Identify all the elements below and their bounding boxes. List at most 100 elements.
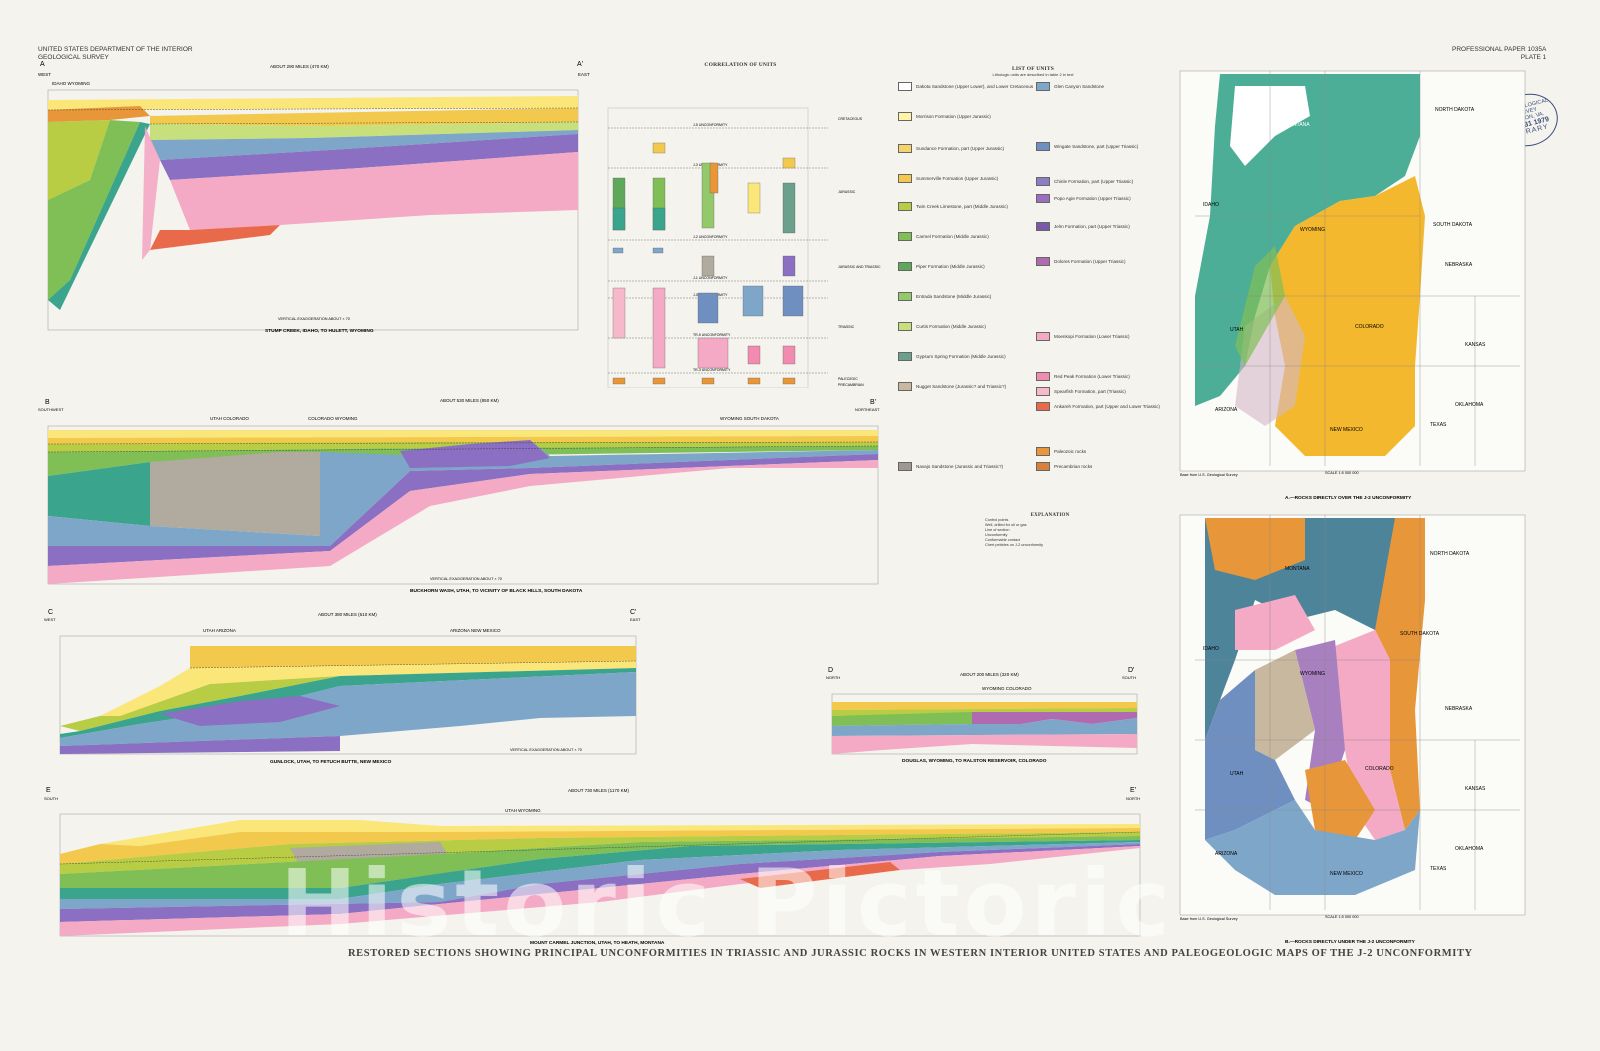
unit-label: Morrison Formation (Upper Jurassic): [916, 113, 991, 119]
section-e: E E' SOUTH NORTH ABOUT 730 MILES (1170 K…: [44, 787, 1140, 946]
unit-label: Moenkopi Formation (Lower Triassic): [1054, 333, 1130, 339]
unit-label: Dolores Formation (Upper Triassic): [1054, 258, 1126, 264]
corr-period-jur-tri: JURASSIC AND TRIASSIC: [838, 265, 881, 269]
map-lower-blue-sw: [1205, 670, 1295, 840]
unit-row: Dakota Sandstone (Upper Lower), and Lowe…: [898, 81, 1033, 91]
unit-label: Sundance Formation, part (Upper Jurassic…: [916, 145, 1005, 151]
corr-label-j5: J-5 UNCONFORMITY: [693, 123, 728, 127]
section-b-states-3: WYOMING SOUTH DAKOTA: [720, 416, 779, 421]
map-lower: MONTANA NORTH DAKOTA IDAHO SOUTH DAKOTA …: [1179, 514, 1526, 945]
section-d-blue: [832, 718, 1137, 736]
unit-swatch: [1036, 386, 1050, 396]
section-a-caption: STUMP CREEK, IDAHO, TO HULETT, WYOMING: [265, 328, 374, 334]
section-d-west: NORTH: [826, 675, 840, 680]
map-upper-scale: SCALE 1:5 000 000: [1325, 471, 1359, 475]
unit-swatch: [898, 381, 912, 391]
section-a-east: EAST: [578, 72, 590, 77]
list-of-units: LIST OF UNITS Lithologic units are descr…: [898, 66, 1168, 476]
explanation-item: Chert pebbles on J-2 unconformity: [985, 543, 1044, 547]
map-lower-label-oklahoma: OKLAHOMA: [1455, 846, 1484, 852]
section-c-east: EAST: [630, 617, 641, 622]
unit-label: Piper Formation (Middle Jurassic): [916, 263, 985, 269]
correlation-chart: CORRELATION OF UNITS J-5 UNCONFORMITY J-…: [598, 62, 883, 392]
section-a-lime: [48, 120, 110, 200]
map-lower-label-idaho: IDAHO: [1203, 646, 1219, 652]
section-e-end-letter: E': [1130, 787, 1136, 794]
map-upper-label-idaho: IDAHO: [1203, 202, 1219, 208]
unit-swatch: [898, 261, 912, 271]
section-a-scale-note: VERTICAL EXAGGERATION ABOUT × 70: [278, 317, 350, 321]
unit-row: Red Peak Formation (Lower Triassic): [1036, 371, 1130, 381]
corr-period-triassic: TRIASSIC: [838, 325, 855, 329]
section-c-j2-line: [189, 660, 637, 669]
section-e-yellow: [100, 820, 1140, 846]
section-b-distance: ABOUT 530 MILES (850 KM): [440, 398, 499, 403]
unit-row: Twin Creek Limestone, part (Middle Juras…: [898, 201, 1008, 211]
map-upper-label-south-dakota: SOUTH DAKOTA: [1433, 222, 1473, 228]
unit-label: Curtis Formation (Middle Jurassic): [916, 323, 986, 329]
list-of-units-subtitle: Lithologic units are described in table …: [992, 72, 1074, 77]
map-lower-scale: SCALE 1:5 000 000: [1325, 915, 1359, 919]
section-e-blue: [60, 842, 1140, 909]
corr-boxes: [612, 142, 804, 385]
section-c-purple-base: [60, 736, 340, 754]
explanation-item: Line of section: [985, 528, 1010, 532]
section-c-states-2: ARIZONA NEW MEXICO: [450, 628, 501, 633]
section-e-green: [60, 836, 1140, 888]
paper-header: PROFESSIONAL PAPER 1035A PLATE 1: [1452, 46, 1546, 62]
unit-swatch: [1036, 331, 1050, 341]
section-c-caption: GUNLOCK, UTAH, TO FETUCH BUTTE, NEW MEXI…: [270, 759, 392, 765]
unit-swatch: [898, 291, 912, 301]
explanation-list: Control points Well, drilled for oil or …: [985, 518, 1115, 548]
section-c-start-letter: C: [48, 609, 53, 616]
map-upper-caption: A.—ROCKS DIRECTLY OVER THE J-2 UNCONFORM…: [1285, 495, 1412, 501]
section-b-states-2: COLORADO WYOMING: [308, 416, 358, 421]
section-c-yellow: [100, 661, 636, 716]
map-upper-green: [1235, 246, 1285, 366]
main-title: RESTORED SECTIONS SHOWING PRINCIPAL UNCO…: [348, 948, 1473, 959]
section-d-pink: [832, 734, 1137, 754]
section-e-caption: MOUNT CARMEL JUNCTION, UTAH, TO HEATH, M…: [530, 940, 665, 946]
units-column-1: Dakota Sandstone (Upper Lower), and Lowe…: [898, 81, 1033, 472]
unit-row: Gypsum Spring Formation (Middle Jurassic…: [898, 351, 1006, 361]
section-a: A A' WEST EAST ABOUT 290 MILES (470 KM) …: [38, 61, 590, 334]
section-b-j2-line: [47, 445, 879, 453]
section-b-scale-note: VERTICAL EXAGGERATION ABOUT × 70: [430, 577, 502, 581]
section-e-west: SOUTH: [44, 796, 58, 801]
unit-label: Ankareh Formation, part (Upper and Lower…: [1054, 403, 1160, 409]
unit-label: Gypsum Spring Formation (Middle Jurassic…: [916, 353, 1006, 359]
explanation-item: Unconformity: [985, 533, 1008, 537]
unit-label: Wingate Sandstone, part (Upper Triassic): [1054, 143, 1139, 149]
unit-swatch: [1036, 81, 1050, 91]
map-lower-pink-nw: [1235, 595, 1315, 650]
map-upper: MONTANA NORTH DAKOTA IDAHO SOUTH DAKOTA …: [1179, 70, 1526, 501]
section-d-east: SOUTH: [1122, 675, 1136, 680]
map-lower-label-utah: UTAH: [1230, 771, 1244, 777]
units-column-2: Glen Canyon Sandstone Wingate Sandstone,…: [1036, 81, 1168, 472]
section-a-purple: [160, 134, 578, 180]
map-lower-label-wyoming: WYOMING: [1300, 671, 1325, 677]
unit-swatch: [1036, 401, 1050, 411]
list-of-units-title: LIST OF UNITS: [1011, 66, 1055, 72]
section-c-sundance: [190, 646, 636, 668]
paper-line-2: PLATE 1: [1520, 54, 1547, 61]
section-a-states: IDAHO WYOMING: [52, 81, 90, 86]
corr-period-paleozoic: PALEOZOIC: [838, 377, 858, 381]
unit-row: Carmel Formation (Middle Jurassic): [898, 231, 989, 241]
unit-swatch: [1036, 256, 1050, 266]
unit-row: Curtis Formation (Middle Jurassic): [898, 321, 986, 331]
map-lower-pink-mid: [1325, 630, 1405, 840]
map-lower-caption: B.—ROCKS DIRECTLY UNDER THE J-2 UNCONFOR…: [1285, 939, 1416, 945]
section-c-end-letter: C': [630, 609, 636, 616]
watermark: Historic Pictoric: [280, 850, 1175, 957]
unit-row: Glen Canyon Sandstone: [1036, 81, 1104, 91]
map-lower-blue-south: [1205, 800, 1420, 895]
section-b-gray: [150, 452, 320, 536]
unit-row: Chinle Formation, part (Upper Triassic): [1036, 176, 1133, 186]
map-lower-label-north-dakota: NORTH DAKOTA: [1430, 551, 1470, 557]
section-d-distance: ABOUT 200 MILES (320 KM): [960, 672, 1019, 677]
map-upper-label-texas: TEXAS: [1430, 422, 1447, 428]
section-b-j5-line: [47, 441, 879, 445]
section-e-distance: ABOUT 730 MILES (1170 KM): [568, 788, 629, 793]
unit-row: Wingate Sandstone, part (Upper Triassic): [1036, 141, 1139, 151]
